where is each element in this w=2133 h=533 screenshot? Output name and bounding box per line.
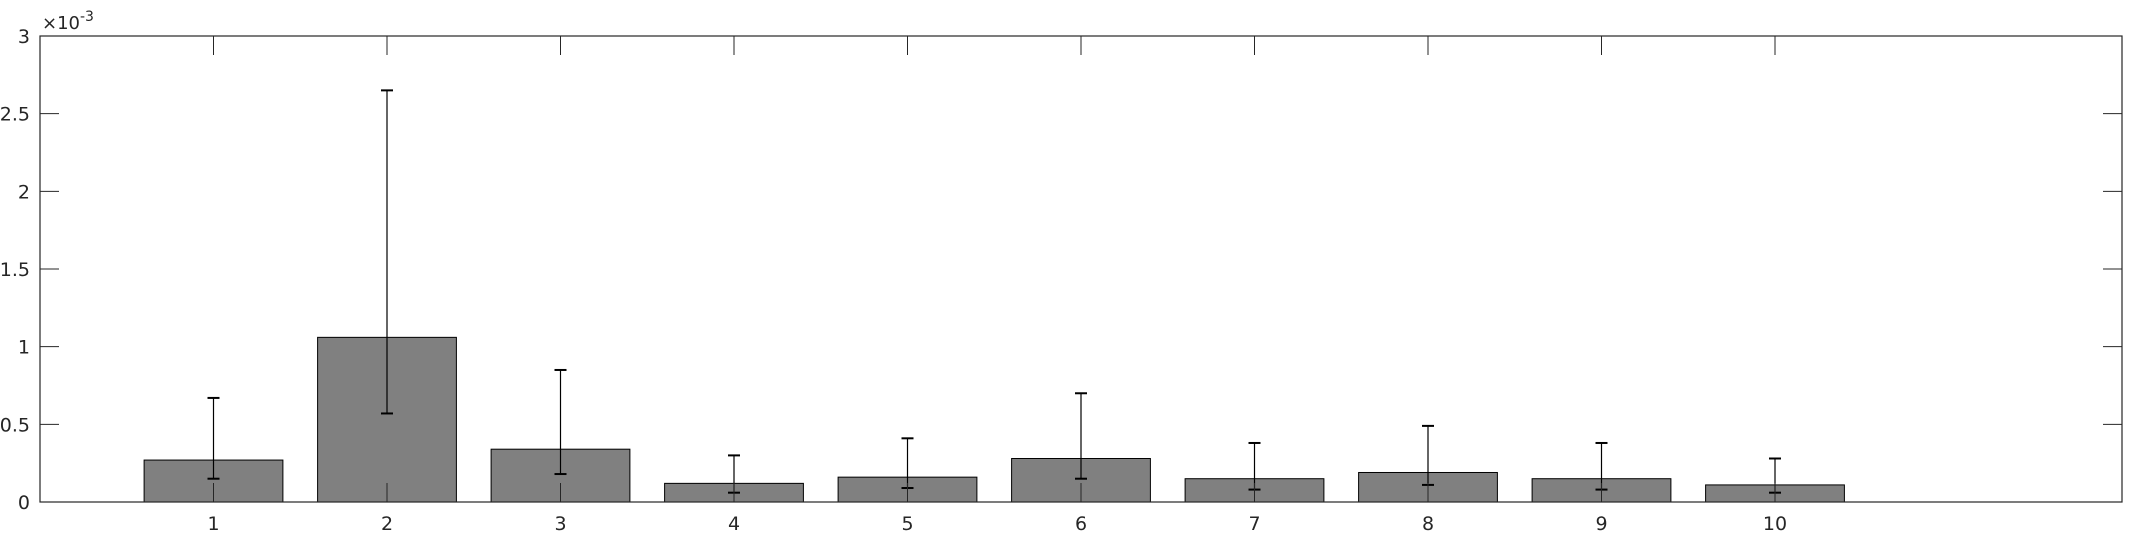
x-tick-label-7: 7 bbox=[1248, 513, 1260, 533]
y-exponent-power: -3 bbox=[80, 9, 94, 25]
y-tick-label-0: 0 bbox=[18, 492, 30, 514]
y-exponent-base: ×10 bbox=[42, 13, 80, 34]
y-tick-label-2: 1 bbox=[18, 337, 30, 359]
y-tick-label-4: 2 bbox=[18, 181, 30, 203]
y-tick-label-1: 0.5 bbox=[0, 414, 30, 436]
y-tick-label-3: 1.5 bbox=[0, 259, 30, 281]
x-tick-label-3: 3 bbox=[554, 513, 566, 533]
x-tick-label-5: 5 bbox=[901, 513, 913, 533]
x-tick-label-9: 9 bbox=[1595, 513, 1607, 533]
x-tick-label-4: 4 bbox=[728, 513, 740, 533]
x-ticks-group: 1 2 3 4 5 6 7 8 9 10 bbox=[207, 36, 1787, 533]
x-tick-label-10: 10 bbox=[1763, 513, 1787, 533]
x-tick-label-1: 1 bbox=[207, 513, 219, 533]
y-ticks-group: 0 0.5 1 1.5 2 2.5 3 bbox=[0, 26, 2122, 514]
y-exponent-label: ×10-3 bbox=[42, 9, 94, 34]
y-tick-label-6: 3 bbox=[18, 26, 30, 48]
error-bars-group bbox=[207, 89, 1781, 494]
x-tick-label-2: 2 bbox=[381, 513, 393, 533]
x-tick-label-8: 8 bbox=[1422, 513, 1434, 533]
y-tick-label-5: 2.5 bbox=[0, 104, 30, 126]
x-tick-label-6: 6 bbox=[1075, 513, 1087, 533]
